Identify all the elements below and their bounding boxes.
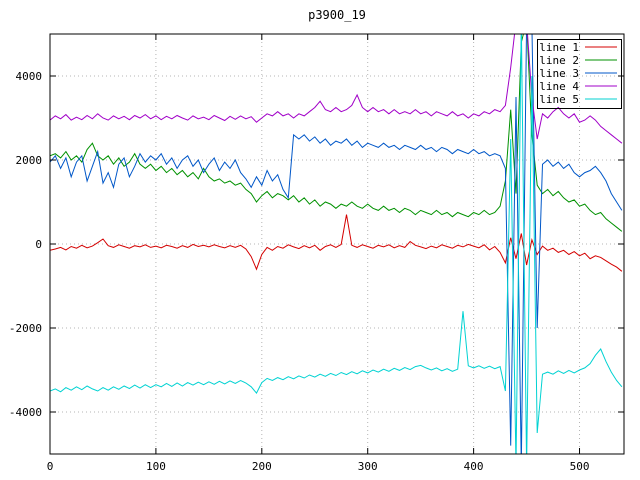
x-tick-label: 100 xyxy=(146,460,166,473)
y-tick-label: -2000 xyxy=(9,322,42,335)
y-tick-label: 4000 xyxy=(16,70,43,83)
legend-label: line 1 xyxy=(539,41,579,54)
series-polyline-line-4 xyxy=(50,34,623,144)
y-tick-label: 0 xyxy=(35,238,42,251)
x-tick-label: 500 xyxy=(570,460,590,473)
series-polyline-line-3 xyxy=(50,34,623,454)
legend-label: line 4 xyxy=(539,80,579,93)
legend-label: line 5 xyxy=(539,93,579,106)
x-tick-label: 200 xyxy=(252,460,272,473)
axis-layer: 0 100 200 300 400 500 -4000 -2000 0 2000 4000 xyxy=(9,33,625,473)
legend-label: line 3 xyxy=(539,67,579,80)
series-polyline-line-1 xyxy=(50,214,623,272)
x-tick-label: 300 xyxy=(358,460,378,473)
series-polyline-line-5 xyxy=(50,34,623,454)
legend-box xyxy=(537,39,622,109)
series-layer xyxy=(50,34,623,454)
legend-label: line 2 xyxy=(539,54,579,67)
y-tick-label: 2000 xyxy=(16,154,43,167)
x-tick-label: 400 xyxy=(464,460,484,473)
chart-title: p3900_19 xyxy=(308,8,366,22)
y-tick-label: -4000 xyxy=(9,406,42,419)
series-polyline-line-2 xyxy=(50,34,623,232)
x-tick-label: 0 xyxy=(47,460,54,473)
